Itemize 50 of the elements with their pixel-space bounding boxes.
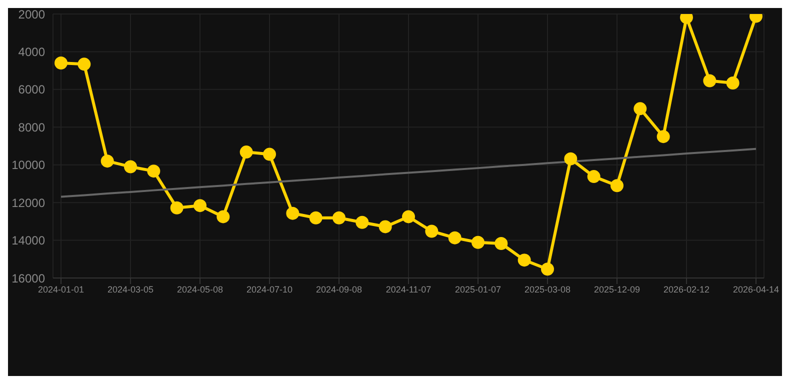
point: [587, 170, 600, 184]
point: [78, 58, 91, 71]
point: [124, 160, 137, 174]
point: [610, 179, 624, 192]
point: [541, 262, 554, 276]
y-tick-label: 14000: [12, 234, 46, 248]
point: [356, 216, 369, 229]
y-tick-label: 10000: [12, 158, 46, 172]
y-tick-label: 4000: [18, 44, 46, 59]
x-tick-label: 2025-12-09: [594, 284, 640, 294]
point: [194, 199, 206, 212]
point: [564, 152, 578, 166]
point: [425, 224, 438, 238]
point: [263, 148, 276, 161]
point: [170, 201, 184, 214]
x-tick-label: 2024-07-10: [246, 284, 293, 294]
x-tick-label: 2024-03-05: [107, 284, 154, 294]
point: [680, 14, 693, 24]
point: [402, 210, 415, 224]
point: [448, 231, 462, 244]
point: [240, 146, 253, 159]
point: [286, 206, 300, 220]
y-tick-label: 2000: [18, 7, 46, 22]
point: [703, 74, 716, 88]
x-tick-label: 2026-04-14: [732, 284, 780, 294]
line-series: [60, 148, 757, 198]
x-tick-label: 2024-05-08: [176, 284, 224, 294]
point: [216, 210, 230, 224]
point: [634, 102, 647, 116]
point: [726, 76, 740, 90]
y-tick-label: 16000: [12, 271, 46, 286]
x-tick-label: 2024-01-01: [38, 284, 84, 294]
x-tick-label: 2024-09-08: [316, 284, 362, 294]
y-tick-label: 6000: [18, 82, 46, 97]
point: [309, 211, 322, 224]
y-tick-label: 8000: [18, 120, 46, 134]
x-tick-label: 2025-01-07: [454, 284, 502, 294]
point: [518, 254, 531, 267]
point: [494, 236, 508, 250]
point: [378, 220, 392, 234]
point: [100, 154, 114, 168]
point: [54, 56, 68, 70]
y-tick-label: 12000: [12, 196, 46, 210]
point: [332, 211, 346, 224]
point: [656, 130, 670, 144]
x-tick-label: 2025-03-08: [524, 284, 571, 294]
point: [472, 236, 484, 249]
point: [147, 164, 160, 178]
x-tick-label: 2024-11-07: [386, 284, 432, 294]
x-tick-label: 2026-02-12: [663, 284, 710, 294]
